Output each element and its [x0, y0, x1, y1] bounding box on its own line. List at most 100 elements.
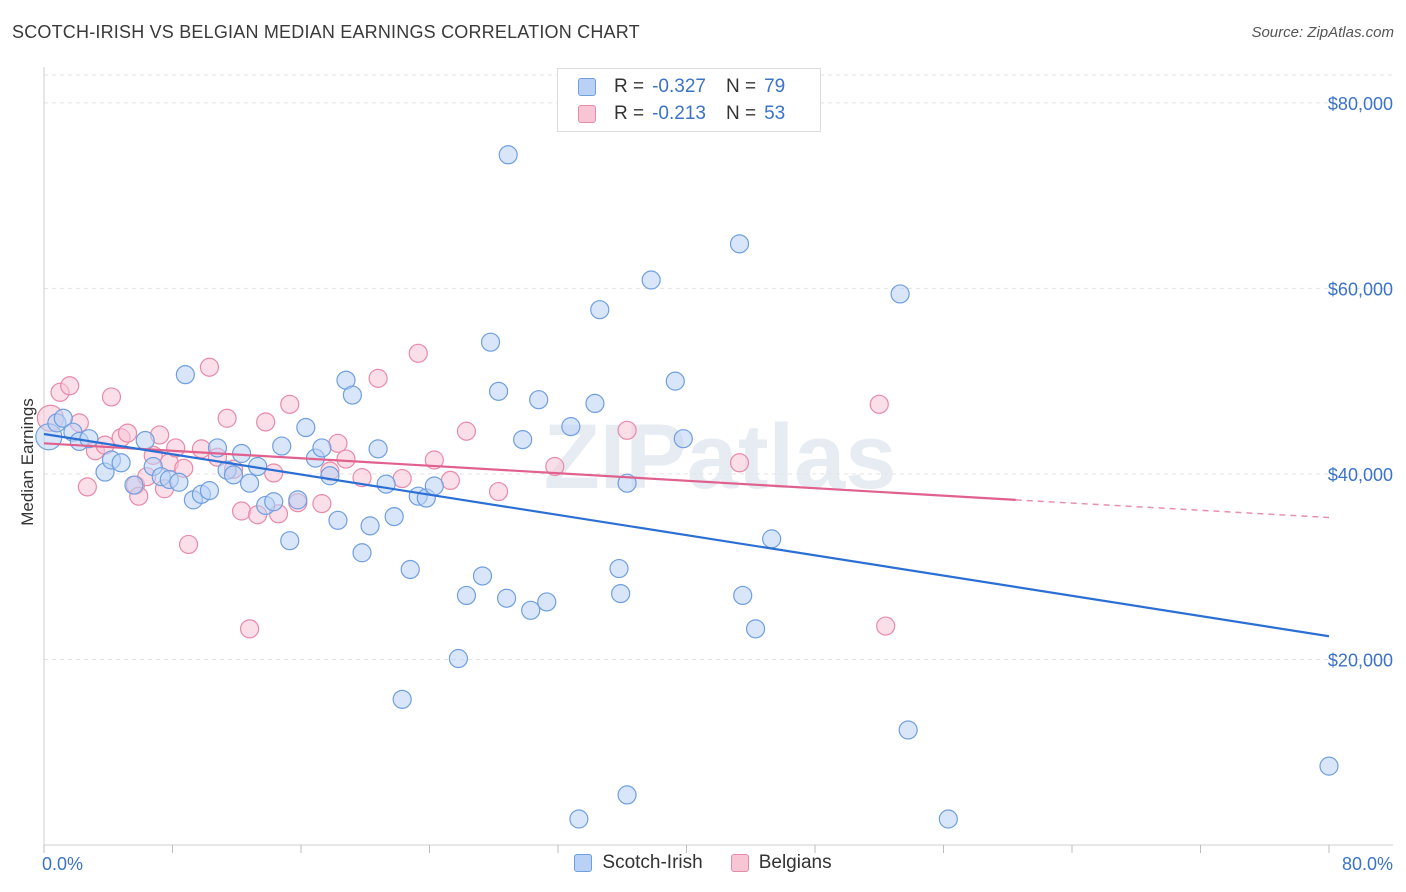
legend-item-belgians: Belgians — [730, 852, 832, 874]
gridlines — [44, 74, 1393, 660]
belgians-point — [256, 412, 276, 432]
scotch-irish-point — [124, 475, 144, 495]
belgians-trend-line — [43, 442, 1016, 501]
swatch-blue — [574, 854, 593, 872]
belgians-point — [440, 470, 460, 491]
scotch-irish-point — [890, 284, 910, 304]
scotch-irish-point — [521, 600, 541, 620]
scotch-irish-point — [585, 393, 605, 414]
scotch-irish-point — [448, 648, 469, 669]
belgians-point — [336, 449, 356, 469]
scotch-irish-point — [673, 429, 693, 449]
trend-lines — [43, 432, 1330, 638]
scotch-irish-point — [513, 429, 533, 450]
belgians-point — [101, 387, 122, 407]
scotch-irish-point — [424, 476, 444, 496]
r-label: R = — [614, 76, 645, 97]
swatch-pink — [730, 854, 749, 872]
scotch-irish-point — [320, 466, 340, 486]
scotch-irish-point — [199, 481, 220, 501]
scotch-irish-point — [342, 385, 362, 405]
chart-source: Source: ZipAtlas.com — [1251, 24, 1394, 41]
axes — [43, 67, 1393, 853]
belgians-point — [352, 468, 372, 488]
belgians-trend-extension — [1015, 499, 1330, 519]
scotch-irish-point — [296, 417, 316, 438]
scotch-irish-point — [938, 809, 958, 829]
scotch-irish-point — [745, 619, 766, 639]
scotch-irish-point — [617, 785, 637, 805]
scotch-irish-point — [488, 381, 509, 401]
belgians-point — [264, 463, 284, 483]
belgians-point — [280, 394, 300, 414]
scotch-irish-point — [665, 371, 685, 391]
y-axis-label: Median Earnings — [18, 398, 37, 526]
n-value: 79 — [764, 76, 786, 97]
belgians-point — [488, 481, 509, 502]
y-tick-label: $60,000 — [1328, 279, 1393, 299]
scotch-irish-point — [498, 145, 518, 165]
belgians-point — [408, 343, 428, 363]
y-tick-label: $40,000 — [1328, 465, 1393, 485]
scotch-irish-point — [360, 516, 380, 536]
scotch-irish-point — [280, 531, 300, 551]
scotch-irish-point — [561, 417, 581, 437]
belgians-point — [869, 394, 889, 414]
scotch-irish-point — [312, 438, 332, 458]
scotch-irish-point — [762, 529, 782, 549]
belgians-point — [166, 438, 186, 458]
scotch-irish-point — [53, 408, 73, 428]
scotch-irish-point — [328, 510, 348, 530]
scotch-irish-point — [384, 506, 404, 527]
belgians-point — [368, 368, 388, 388]
scotch-irish-point — [611, 583, 631, 604]
scotch-irish-point — [169, 472, 189, 492]
scotch-irish-point — [569, 809, 589, 829]
belgians-point — [60, 376, 80, 396]
scotch-irish-trend-line — [43, 432, 1330, 638]
stats-legend-row-belgians: R = -0.213 N = 53 — [578, 102, 785, 126]
scotch-irish-point — [472, 566, 493, 586]
belgians-point — [876, 616, 896, 636]
scotch-irish-point — [733, 585, 753, 606]
belgians-point — [392, 468, 412, 489]
scotch-irish-point — [272, 436, 292, 456]
swatch-blue — [578, 78, 596, 96]
belgians-point — [617, 420, 637, 440]
belgians-point — [231, 501, 252, 521]
scotch-irish-point — [368, 439, 388, 459]
scotch-irish-point — [240, 473, 260, 493]
belgians-point — [729, 453, 750, 473]
watermark: ZIPatlas — [544, 406, 897, 508]
scotch-irish-point — [288, 490, 308, 510]
stats-legend: R = -0.327 N = 79 R = -0.213 N = 53 — [557, 68, 821, 132]
scotch-irish-point — [617, 473, 637, 493]
n-value: 53 — [764, 103, 786, 124]
legend-item-scotch-irish: Scotch-Irish — [574, 852, 703, 874]
r-label: R = — [614, 103, 645, 124]
x-tick-label-max: 80.0% — [1342, 854, 1393, 874]
n-label: N = — [725, 76, 757, 97]
scotch-irish-point — [537, 592, 557, 612]
legend-label: Scotch-Irish — [602, 852, 703, 873]
scotch-irish-point — [456, 585, 477, 606]
scotch-irish-point — [264, 492, 284, 512]
belgians-point — [312, 494, 332, 514]
belgians-point — [117, 423, 138, 443]
series-legend: Scotch-Irish Belgians — [0, 852, 1406, 874]
scotch-irish-point — [223, 465, 244, 485]
belgians-point — [545, 456, 565, 477]
y-tick-labels: $20,000 $40,000 $60,000 $80,000 — [1328, 94, 1393, 671]
n-label: N = — [725, 103, 757, 124]
scotch-irish-point — [400, 559, 420, 580]
scotch-irish-point — [376, 474, 396, 494]
belgians-point — [328, 433, 348, 453]
scotch-irish-point — [175, 365, 195, 385]
x-tick-label-min: 0.0% — [42, 854, 83, 874]
scotch-irish-point — [135, 430, 155, 451]
y-tick-label: $20,000 — [1328, 650, 1393, 670]
belgians-point — [178, 534, 199, 555]
scotch-irish-point — [590, 300, 610, 320]
scotch-irish-point — [729, 234, 750, 254]
scotch-irish-point — [641, 270, 661, 290]
